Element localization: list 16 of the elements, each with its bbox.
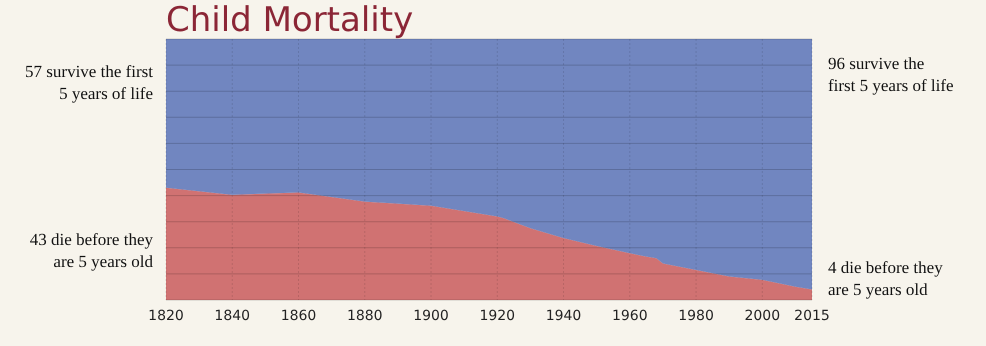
text: 96 survive the first 5 years of life [828,54,954,95]
x-tick-label: 1820 [148,308,184,324]
x-tick-label: 2015 [794,308,830,324]
x-tick-label: 1900 [413,308,449,324]
chart-title: Child Mortality [166,0,414,40]
text: 57 survive the first 5 years of life [25,62,154,103]
x-tick-label: 1880 [346,308,383,324]
text: 43 die before they are 5 years old [30,230,154,271]
x-tick-label: 1980 [678,308,714,324]
x-tick-label: 1840 [214,308,250,324]
x-tick-label: 2000 [744,308,780,324]
x-tick-label: 1860 [280,308,316,324]
x-tick-label: 1940 [546,308,582,324]
text: 4 die before they are 5 years old [828,258,944,299]
x-tick-label: 1960 [612,308,648,324]
x-tick-label: 1920 [479,308,516,324]
